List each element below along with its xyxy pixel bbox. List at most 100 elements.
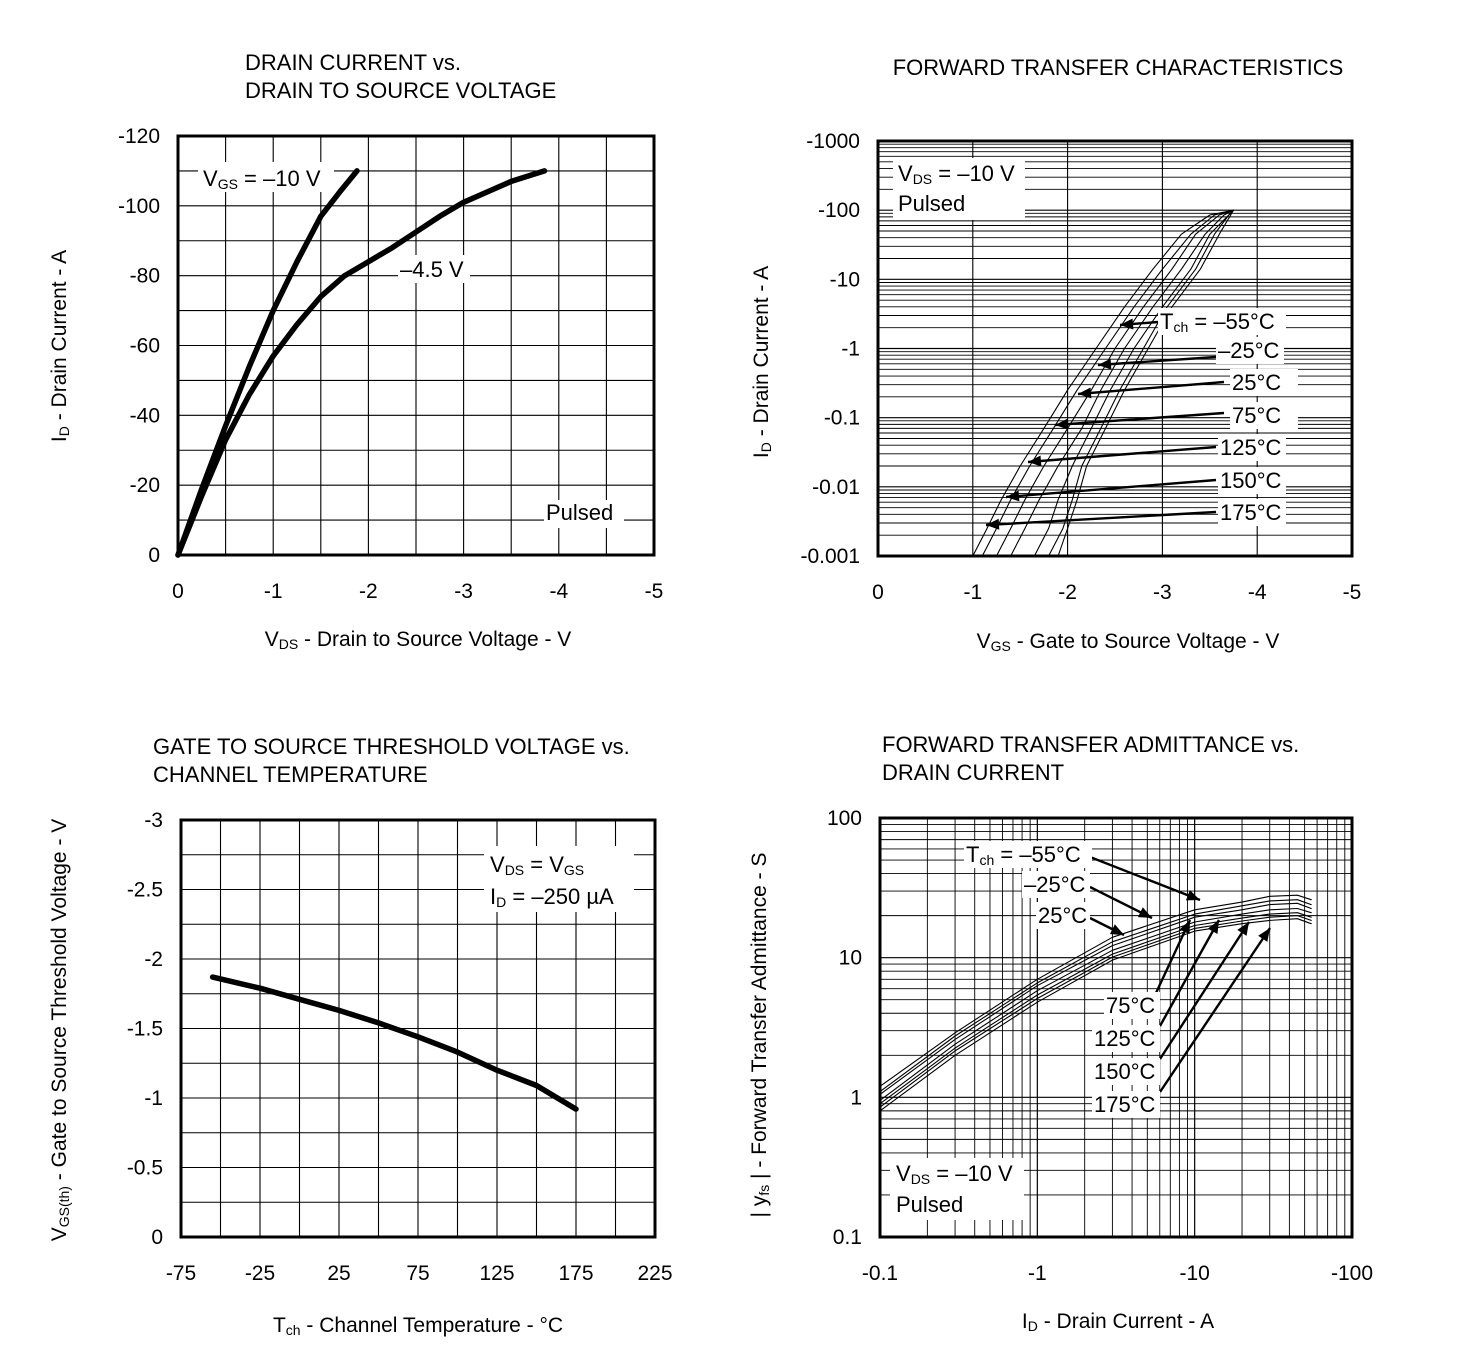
arrow-125°C bbox=[1027, 445, 1217, 467]
arrow-125°C-shaft bbox=[1027, 445, 1217, 464]
arrow-175°C-head bbox=[1258, 928, 1270, 942]
chart-title: DRAIN CURRENT bbox=[882, 760, 1064, 785]
label-backdrop bbox=[484, 846, 634, 912]
label-backdrop bbox=[893, 158, 1025, 220]
x-axis-label-rest: - Drain to Source Voltage - V bbox=[298, 628, 571, 651]
y-tick-label: -1 bbox=[144, 1087, 163, 1110]
arrow-125°C bbox=[1158, 919, 1221, 1027]
gridlines bbox=[178, 136, 654, 555]
arrow-–55°C-shaft bbox=[1089, 855, 1201, 902]
series-label-vgs-4-5v-main: –4.5 V bbox=[400, 257, 464, 282]
series-line-175°C bbox=[972, 209, 1235, 557]
chart-title: DRAIN CURRENT vs. bbox=[245, 50, 461, 75]
y-tick-label: -10 bbox=[830, 268, 860, 291]
note-vds: VDS = –10 V bbox=[896, 1161, 1013, 1187]
x-tick-label: -100 bbox=[1331, 1262, 1373, 1285]
x-tick-label: -1 bbox=[264, 580, 283, 603]
series-label-–55°C-sub: ch bbox=[979, 852, 994, 868]
y-tick-label: -120 bbox=[118, 125, 160, 148]
arrow-125°C-head bbox=[1028, 455, 1042, 467]
series-label-vgs-4-5v: –4.5 V bbox=[400, 257, 464, 282]
series-label-150°C-main: 150°C bbox=[1094, 1059, 1156, 1084]
series-label-vgs-10v: VGS = –10 V bbox=[203, 166, 321, 192]
chart-threshold-vs-temperature: GATE TO SOURCE THRESHOLD VOLTAGE vs. CHAN… bbox=[48, 734, 673, 1338]
series-line-vgs-th bbox=[209, 974, 579, 1112]
note-vds-sub: DS bbox=[913, 171, 932, 187]
y-axis-label-rest: - Gate to Source Threshold Voltage - V bbox=[48, 819, 71, 1186]
x-axis-label: VDS - Drain to Source Voltage - V bbox=[265, 628, 572, 652]
series-label-25°C: 25°C bbox=[1232, 370, 1281, 395]
x-axis-label: VGS - Gate to Source Voltage - V bbox=[977, 630, 1280, 654]
series-lines bbox=[879, 894, 1312, 1112]
arrow-175°C-shaft bbox=[1159, 927, 1271, 1093]
series-label-75°C-main: 75°C bbox=[1106, 993, 1155, 1018]
arrow-75°C-head bbox=[1055, 418, 1069, 430]
y-tick-label: -2 bbox=[144, 948, 163, 971]
series-line-vgs-4-5v bbox=[175, 168, 548, 558]
note-pulsed: Pulsed bbox=[546, 500, 613, 525]
series-label-75°C: 75°C bbox=[1106, 993, 1155, 1018]
x-axis-label-main: I bbox=[1022, 1310, 1028, 1333]
arrow-–55°C-head bbox=[1120, 318, 1134, 330]
series-label-150°C-main: 150°C bbox=[1220, 468, 1282, 493]
series-label-175°C: 175°C bbox=[1220, 500, 1282, 525]
arrow-25°C-shaft bbox=[1077, 380, 1225, 396]
series-label-25°C-main: 25°C bbox=[1038, 903, 1087, 928]
series-line-vgs-10v bbox=[175, 168, 360, 558]
note-pulsed: Pulsed bbox=[896, 1192, 963, 1217]
arrow-75°C-shaft bbox=[1054, 411, 1225, 427]
y-axis-label-sub: GS(th) bbox=[56, 1186, 72, 1227]
series-label-–25°C-main: –25°C bbox=[1218, 338, 1280, 363]
note-vds-rest: = –10 V bbox=[930, 1161, 1013, 1186]
y-tick-label: 0 bbox=[151, 1226, 163, 1249]
x-tick-label: -3 bbox=[454, 580, 473, 603]
series-line-75°C bbox=[1010, 209, 1235, 557]
label-backdrop bbox=[964, 841, 1092, 868]
note-vds-main: V bbox=[898, 161, 913, 186]
y-axis-label-main: I bbox=[750, 452, 773, 458]
note-vds-eq-vgs-rest: = V bbox=[524, 852, 564, 877]
x-tick-label: 175 bbox=[558, 1262, 593, 1285]
y-axis-label-rest: - Drain Current - A bbox=[48, 250, 71, 426]
y-tick-labels: 0 -0.5 -1 -1.5 -2 -2.5 -3 bbox=[127, 809, 163, 1249]
y-axis-label-main: V bbox=[48, 1227, 71, 1241]
plot-frame bbox=[876, 139, 1354, 558]
x-tick-label: 0 bbox=[872, 581, 884, 604]
y-axis-label-main: I bbox=[48, 436, 71, 442]
arrow-75°C-shaft bbox=[1154, 919, 1192, 994]
series-line-125°C bbox=[879, 912, 1312, 1105]
y-tick-label: -0.1 bbox=[824, 407, 860, 430]
chart-drain-current-vs-vds: DRAIN CURRENT vs. DRAIN TO SOURCE VOLTAGE… bbox=[48, 50, 663, 652]
arrow-125°C-head bbox=[1207, 920, 1219, 935]
label-backdrop bbox=[1092, 1025, 1160, 1052]
x-axis-label: Tch - Channel Temperature - °C bbox=[273, 1314, 563, 1338]
label-backdrop bbox=[198, 162, 334, 192]
x-tick-label: -10 bbox=[1179, 1262, 1209, 1285]
y-tick-label: 0.1 bbox=[833, 1226, 862, 1249]
arrow-150°C bbox=[1158, 921, 1251, 1060]
note-vds-rest: = –10 V bbox=[932, 161, 1015, 186]
arrow-150°C-head bbox=[1237, 922, 1249, 936]
x-axis-label-sub: ch bbox=[286, 1322, 301, 1338]
series-line-25°C bbox=[879, 902, 1312, 1095]
label-backdrop bbox=[398, 255, 470, 283]
label-backdrop bbox=[1230, 402, 1298, 429]
y-tick-label: 10 bbox=[839, 947, 862, 970]
series-line-175°C bbox=[879, 918, 1312, 1112]
chart-admittance-vs-current: FORWARD TRANSFER ADMITTANCE vs. DRAIN CUR… bbox=[748, 732, 1373, 1334]
series-label-–55°C: Tch = –55°C bbox=[1160, 309, 1275, 335]
y-tick-label: -1 bbox=[841, 338, 860, 361]
x-tick-label: -75 bbox=[166, 1262, 196, 1285]
y-tick-label: -0.5 bbox=[127, 1157, 163, 1180]
series-label-–55°C-main: T bbox=[1160, 309, 1173, 334]
series-label-75°C: 75°C bbox=[1232, 403, 1281, 428]
y-axis-label: ID - Drain Current - A bbox=[750, 266, 774, 458]
x-tick-label: -25 bbox=[245, 1262, 275, 1285]
x-tick-label: -2 bbox=[1058, 581, 1077, 604]
series-line-150°C bbox=[879, 915, 1312, 1108]
x-tick-labels: -0.1 -1 -10 -100 bbox=[862, 1262, 1373, 1285]
series-line-–25°C bbox=[879, 899, 1312, 1093]
label-backdrop bbox=[1158, 308, 1286, 335]
x-tick-label: -3 bbox=[1153, 581, 1172, 604]
